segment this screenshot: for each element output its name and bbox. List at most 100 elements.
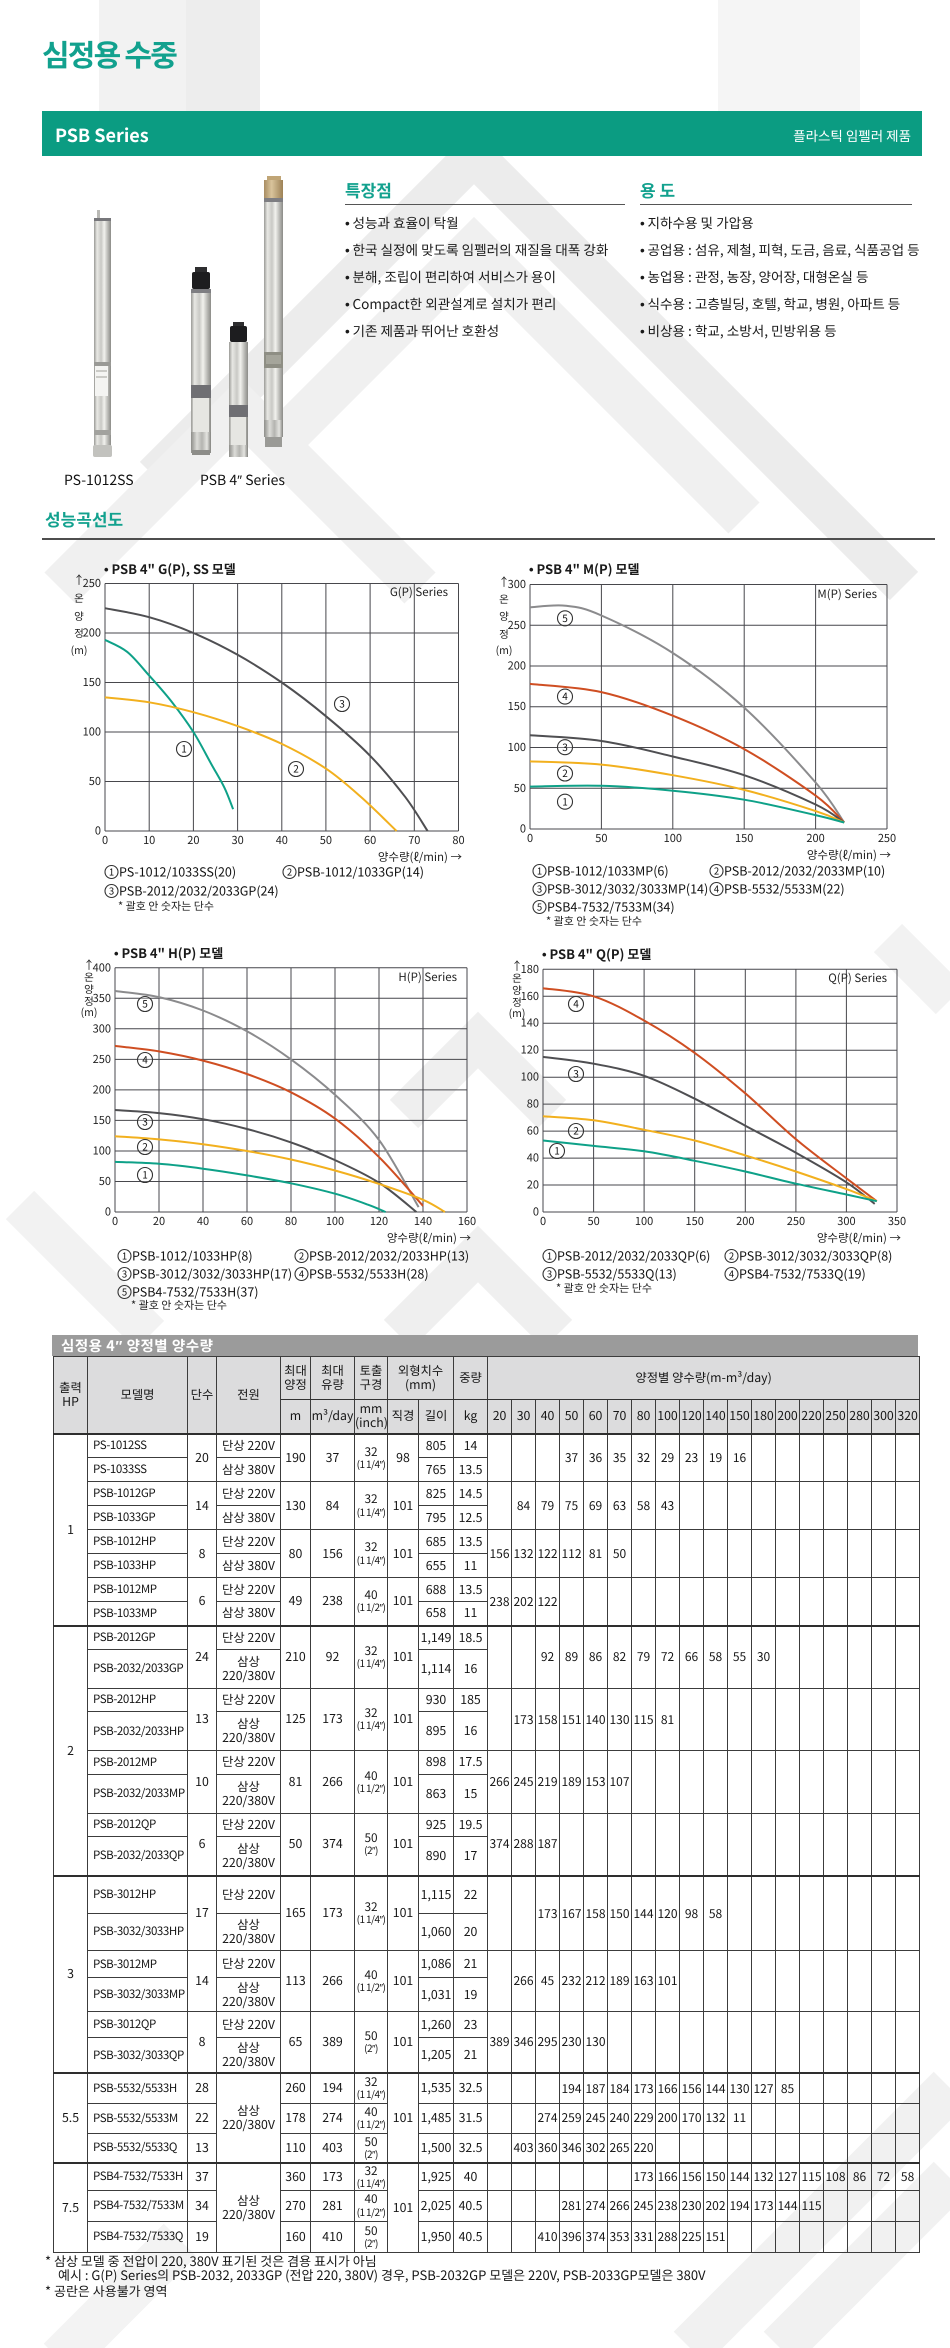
svg-text:↑: ↑: [83, 957, 95, 973]
svg-text:2: 2: [299, 1248, 304, 1262]
svg-text:3: 3: [339, 696, 345, 711]
svg-text:* 괄호 안 숫자는 단수: * 괄호 안 숫자는 단수: [556, 1280, 652, 1296]
svg-text:1: 1: [547, 1248, 552, 1262]
svg-text:80: 80: [285, 1213, 297, 1229]
svg-text:120: 120: [370, 1213, 388, 1229]
svg-text:0: 0: [112, 1213, 118, 1229]
svg-text:정: 정: [74, 626, 84, 641]
svg-text:200: 200: [736, 1213, 754, 1229]
svg-text:4: 4: [729, 1266, 734, 1280]
svg-text:50: 50: [587, 1213, 599, 1229]
svg-text:250: 250: [93, 1051, 111, 1067]
svg-text:3: 3: [537, 881, 542, 895]
svg-text:10: 10: [143, 832, 155, 848]
svg-text:PSB-5532/5533Q(13): PSB-5532/5533Q(13): [557, 1263, 677, 1282]
svg-text:40: 40: [527, 1150, 539, 1166]
svg-text:5: 5: [142, 996, 148, 1011]
svg-text:30: 30: [231, 832, 243, 848]
svg-text:1: 1: [554, 1143, 560, 1158]
svg-text:50: 50: [514, 780, 526, 796]
svg-text:양수량(ℓ/min) →: 양수량(ℓ/min) →: [807, 847, 892, 863]
svg-text:50: 50: [595, 830, 607, 846]
svg-text:* 괄호 안 숫자는 단수: * 괄호 안 숫자는 단수: [546, 913, 642, 929]
svg-text:100: 100: [521, 1069, 539, 1085]
svg-text:100: 100: [83, 724, 101, 740]
svg-text:50: 50: [89, 773, 101, 789]
svg-text:양: 양: [512, 983, 522, 998]
svg-text:PSB-2012/2032/2033QP(6): PSB-2012/2032/2033QP(6): [557, 1245, 710, 1264]
svg-text:0: 0: [520, 821, 526, 837]
svg-text:0: 0: [102, 832, 108, 848]
svg-text:200: 200: [93, 1081, 111, 1097]
svg-text:정: 정: [84, 994, 94, 1009]
svg-text:5: 5: [562, 610, 568, 625]
svg-text:PSB4-7532/7533Q(19): PSB4-7532/7533Q(19): [739, 1263, 866, 1282]
svg-text:↑: ↑: [73, 572, 85, 588]
svg-text:4: 4: [142, 1052, 148, 1067]
svg-text:20: 20: [153, 1213, 165, 1229]
svg-text:100: 100: [326, 1213, 344, 1229]
svg-text:1: 1: [562, 793, 568, 808]
svg-text:4: 4: [562, 688, 568, 703]
svg-text:양수량(ℓ/min) →: 양수량(ℓ/min) →: [387, 1230, 472, 1246]
svg-text:100: 100: [635, 1213, 653, 1229]
svg-text:200: 200: [806, 830, 824, 846]
svg-text:150: 150: [508, 698, 526, 714]
svg-text:40: 40: [197, 1213, 209, 1229]
svg-text:150: 150: [735, 830, 753, 846]
svg-text:120: 120: [521, 1042, 539, 1058]
svg-text:PSB4-7532/7533H(37): PSB4-7532/7533H(37): [132, 1281, 259, 1300]
svg-text:80: 80: [452, 832, 464, 848]
svg-text:PSB-3012/3032/3033MP(14): PSB-3012/3032/3033MP(14): [547, 878, 708, 897]
svg-text:140: 140: [521, 1015, 539, 1031]
svg-text:온: 온: [84, 970, 94, 985]
svg-text:양수량(ℓ/min) →: 양수량(ℓ/min) →: [378, 849, 463, 865]
svg-text:PSB-2012/2032/2033HP(13): PSB-2012/2032/2033HP(13): [309, 1245, 469, 1264]
svg-text:250: 250: [508, 617, 526, 633]
svg-text:2: 2: [142, 1139, 148, 1154]
svg-text:100: 100: [664, 830, 682, 846]
svg-text:PSB-3012/3032/3033QP(8): PSB-3012/3032/3033QP(8): [739, 1245, 892, 1264]
svg-text:0: 0: [527, 830, 533, 846]
svg-text:150: 150: [93, 1112, 111, 1128]
svg-text:양: 양: [84, 982, 94, 997]
svg-text:1: 1: [109, 864, 114, 878]
svg-text:1: 1: [537, 863, 542, 877]
svg-text:0: 0: [533, 1204, 539, 1220]
svg-text:400: 400: [93, 959, 111, 975]
svg-text:2: 2: [573, 1123, 579, 1138]
svg-text:3: 3: [122, 1266, 127, 1280]
svg-text:온: 온: [499, 592, 509, 607]
svg-text:100: 100: [508, 739, 526, 755]
svg-text:(m): (m): [509, 1006, 526, 1021]
svg-text:60: 60: [241, 1213, 253, 1229]
svg-text:↑: ↑: [511, 958, 523, 974]
svg-text:70: 70: [408, 832, 420, 848]
svg-text:300: 300: [837, 1213, 855, 1229]
svg-text:3: 3: [109, 883, 114, 897]
svg-text:3: 3: [573, 1066, 579, 1081]
svg-text:300: 300: [508, 576, 526, 592]
svg-text:50: 50: [99, 1173, 111, 1189]
svg-text:5: 5: [122, 1284, 127, 1298]
svg-text:250: 250: [787, 1213, 805, 1229]
svg-text:2: 2: [293, 761, 299, 776]
svg-text:0: 0: [540, 1213, 546, 1229]
svg-text:양: 양: [499, 609, 509, 624]
svg-text:• PSB 4" G(P), SS 모델: • PSB 4" G(P), SS 모델: [104, 559, 236, 578]
svg-text:5: 5: [537, 899, 542, 913]
svg-text:80: 80: [527, 1096, 539, 1112]
svg-text:PSB-1012/1033HP(8): PSB-1012/1033HP(8): [132, 1245, 253, 1264]
svg-text:PSB-5532/5533M(22): PSB-5532/5533M(22): [724, 878, 845, 897]
svg-text:350: 350: [93, 990, 111, 1006]
svg-text:1: 1: [142, 1167, 148, 1182]
svg-text:PSB4-7532/7533M(34): PSB4-7532/7533M(34): [547, 896, 675, 915]
svg-text:40: 40: [276, 832, 288, 848]
svg-text:PSB-5532/5533H(28): PSB-5532/5533H(28): [309, 1263, 429, 1282]
svg-text:0: 0: [95, 823, 101, 839]
svg-text:3: 3: [547, 1266, 552, 1280]
svg-text:4: 4: [573, 996, 579, 1011]
svg-text:180: 180: [521, 961, 539, 977]
svg-text:150: 150: [686, 1213, 704, 1229]
svg-text:60: 60: [364, 832, 376, 848]
